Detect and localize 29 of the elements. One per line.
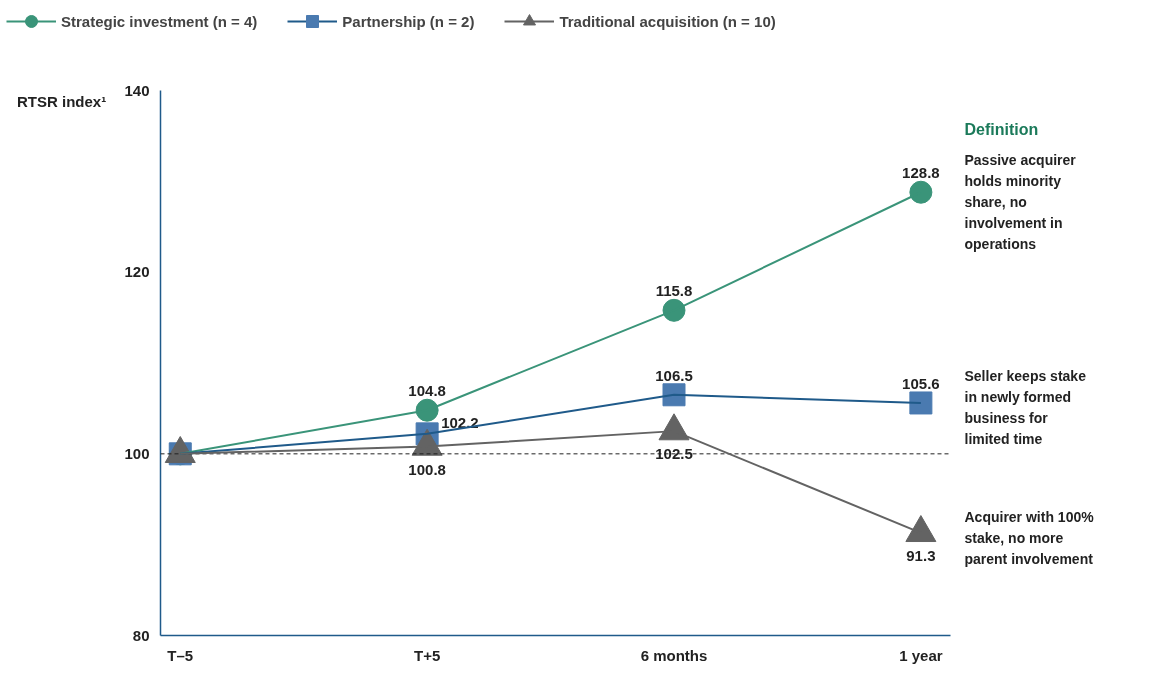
data-label: 128.8 (902, 164, 940, 182)
text: Seller keeps stake in newly formed business for limited time (964, 367, 1087, 447)
point (662, 298, 686, 322)
legend-label: Partnership (n = 2) (342, 12, 475, 30)
x-tick-label: T+5 (413, 646, 441, 664)
y-tick-label: 140 (124, 81, 150, 99)
data-label: 105.6 (902, 374, 940, 392)
data-label: 91.3 (906, 546, 936, 564)
text: Definition (964, 120, 1039, 138)
data-label: 115.8 (655, 282, 693, 300)
point (662, 383, 686, 407)
x-tick-label: 1 year (899, 646, 943, 664)
x-tick-label: 6 months (640, 646, 708, 664)
data-label: 106.5 (655, 366, 693, 384)
point (909, 180, 933, 204)
text: Acquirer with 100% stake, no more parent involvement (964, 508, 1095, 567)
y-axis-title: RTSR index¹ (17, 92, 107, 110)
legend-label: Traditional acquisition (n = 10) (559, 12, 776, 30)
data-label: 100.8 (408, 460, 446, 478)
data-label: 102.5 (655, 445, 693, 463)
legend-label: Strategic investment (n = 4) (61, 12, 258, 30)
x-tick-label: T–5 (167, 646, 194, 664)
point (909, 391, 933, 415)
data-label: 104.8 (408, 382, 446, 400)
y-tick-label: 120 (124, 263, 150, 281)
y-tick-label: 100 (124, 444, 150, 462)
point (415, 398, 439, 422)
text: Passive acquirer holds minority share, no involvement in operations (964, 152, 1077, 253)
y-tick-label: 80 (132, 626, 150, 644)
